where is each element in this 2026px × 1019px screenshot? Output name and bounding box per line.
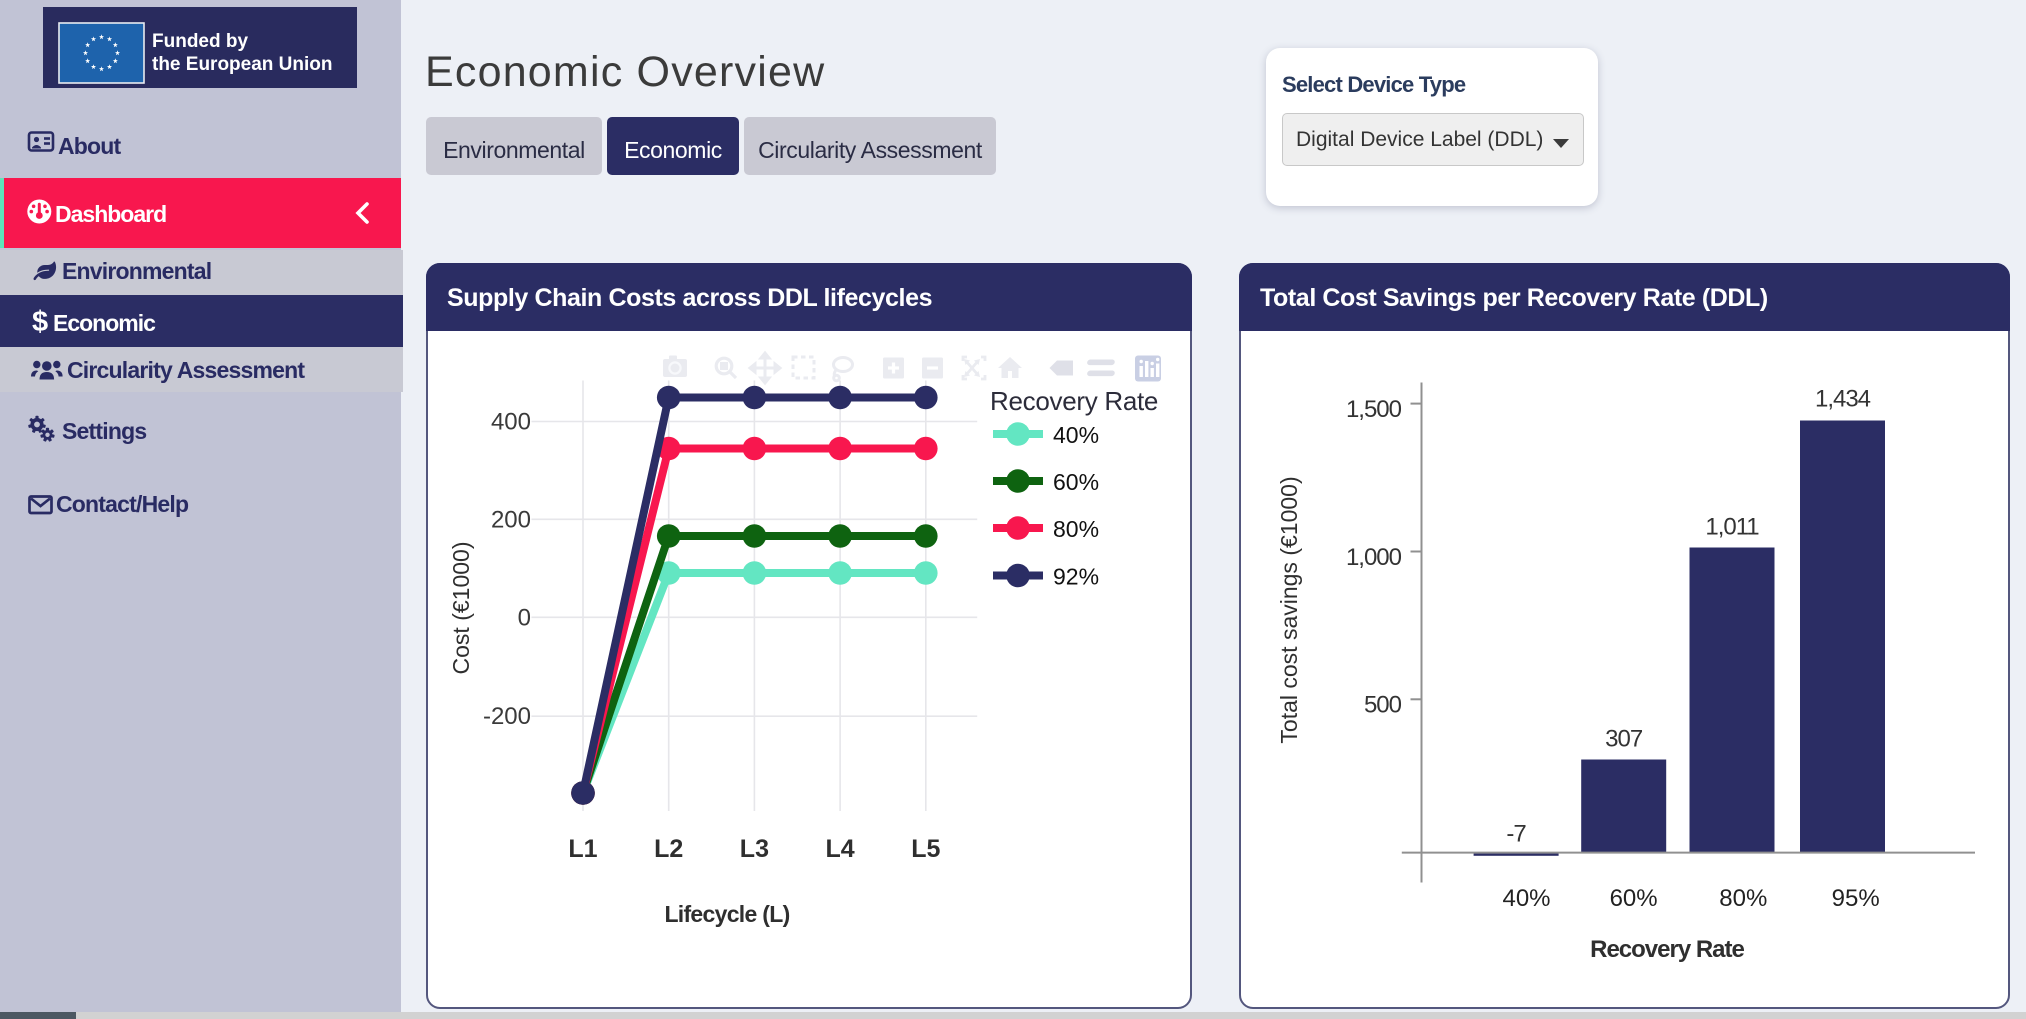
svg-text:-7: -7 [1506, 821, 1526, 848]
svg-text:400: 400 [491, 409, 531, 436]
svg-text:40%: 40% [1053, 422, 1099, 448]
svg-text:200: 200 [491, 506, 531, 533]
svg-text:Funded by: Funded by [152, 31, 248, 52]
svg-text:L1: L1 [568, 835, 597, 863]
svg-text:92%: 92% [1053, 564, 1099, 590]
svg-text:Recovery Rate: Recovery Rate [1590, 936, 1744, 963]
svg-text:60%: 60% [1610, 885, 1658, 912]
svg-text:L3: L3 [740, 835, 769, 863]
svg-text:L5: L5 [911, 835, 940, 863]
svg-text:Recovery Rate: Recovery Rate [990, 386, 1158, 416]
svg-text:95%: 95% [1832, 885, 1880, 912]
svg-text:1,500: 1,500 [1346, 396, 1402, 423]
svg-text:1,011: 1,011 [1705, 514, 1759, 541]
svg-text:500: 500 [1364, 692, 1402, 719]
svg-text:the European Union: the European Union [152, 54, 333, 75]
svg-text:60%: 60% [1053, 469, 1099, 495]
svg-text:L2: L2 [654, 835, 683, 863]
svg-text:80%: 80% [1053, 516, 1099, 542]
svg-text:Cost (€1000): Cost (€1000) [448, 542, 474, 675]
svg-text:40%: 40% [1502, 885, 1550, 912]
svg-text:Lifecycle (L): Lifecycle (L) [664, 901, 789, 927]
svg-text:Total cost savings (€1000): Total cost savings (€1000) [1276, 476, 1302, 743]
svg-text:1,434: 1,434 [1815, 385, 1871, 412]
svg-text:-200: -200 [483, 703, 531, 730]
svg-text:L4: L4 [826, 835, 855, 863]
svg-text:0: 0 [518, 604, 531, 631]
svg-text:80%: 80% [1719, 885, 1767, 912]
svg-text:1,000: 1,000 [1346, 544, 1402, 571]
svg-text:$: $ [32, 306, 48, 338]
svg-text:307: 307 [1605, 726, 1643, 753]
